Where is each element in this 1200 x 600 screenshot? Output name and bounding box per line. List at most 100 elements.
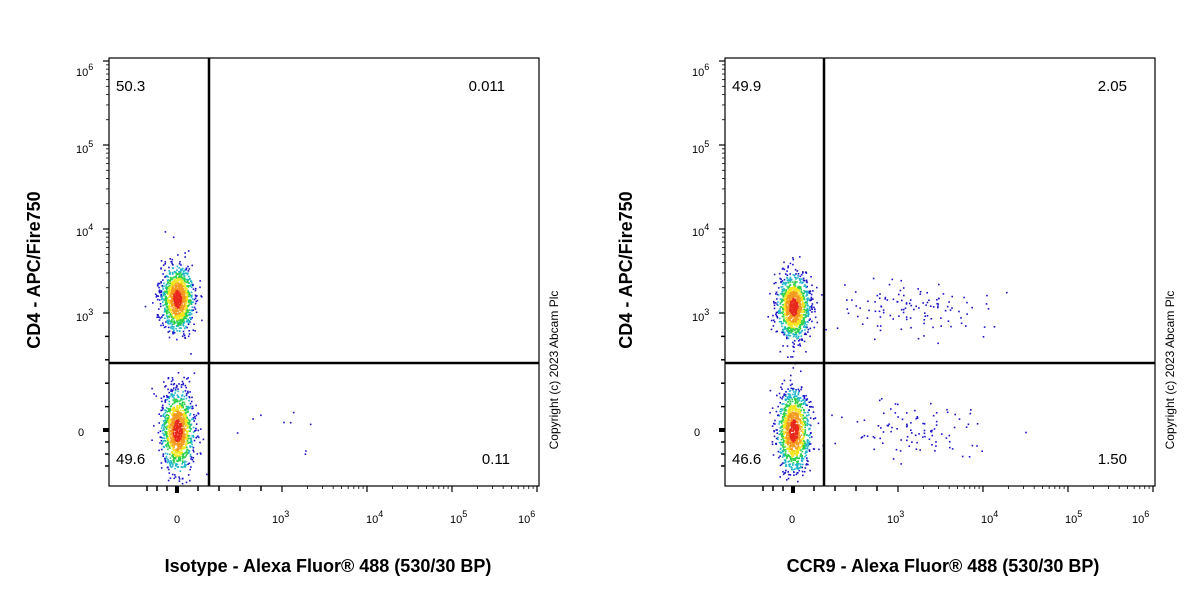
event-dot: [789, 422, 791, 424]
event-dot: [784, 449, 787, 451]
event-dot: [188, 312, 190, 314]
event-dot: [175, 275, 177, 278]
event-dot: [783, 379, 786, 382]
event-dot: [172, 331, 174, 333]
event-dot: [795, 319, 797, 321]
event-dot: [806, 298, 809, 300]
event-dot: [783, 319, 785, 322]
event-dot: [799, 291, 801, 293]
event-dot: [792, 297, 794, 300]
event-dot: [792, 405, 794, 408]
event-dot: [169, 294, 171, 297]
event-dot: [173, 290, 175, 293]
event-dot: [795, 312, 798, 315]
event-dot: [163, 446, 165, 448]
event-dot: [187, 335, 190, 338]
event-dot: [775, 314, 778, 317]
event-dot: [161, 442, 164, 444]
event-dot: [779, 311, 782, 313]
event-dot: [188, 399, 190, 402]
event-dot: [796, 281, 798, 283]
event-dot: [809, 327, 812, 330]
event-dot: [189, 424, 192, 427]
event-dot: [182, 306, 184, 308]
event-dot: [782, 308, 784, 311]
event-dot: [798, 293, 800, 295]
event-dot: [790, 416, 792, 418]
event-dot: [176, 309, 179, 311]
event-dot: [190, 284, 192, 286]
event-dot: [176, 329, 178, 332]
event-dot: [784, 436, 787, 439]
event-dot: [919, 291, 922, 293]
event-dot: [166, 466, 169, 469]
event-dot: [178, 270, 180, 273]
event-dot: [171, 445, 173, 448]
event-dot: [796, 464, 798, 467]
event-dot: [783, 420, 786, 423]
event-dot: [769, 411, 771, 414]
event-dot: [173, 330, 175, 332]
event-dot: [189, 285, 191, 288]
event-dot: [785, 427, 787, 430]
event-dot: [176, 418, 179, 420]
event-dot: [187, 390, 189, 393]
event-dot: [188, 419, 191, 422]
event-dot: [166, 435, 169, 438]
event-dot: [797, 277, 799, 279]
event-dot: [165, 443, 167, 446]
event-dot: [161, 322, 164, 324]
event-dot: [171, 454, 174, 456]
event-dot: [786, 336, 788, 338]
event-dot: [181, 317, 183, 320]
event-dot: [794, 400, 797, 402]
event-dot: [179, 277, 181, 280]
event-dot: [966, 301, 968, 304]
event-dot: [792, 299, 795, 301]
event-dot: [168, 391, 170, 394]
event-dot: [784, 394, 787, 396]
event-dot: [792, 409, 794, 412]
event-dot: [789, 412, 791, 414]
event-dot: [174, 310, 176, 312]
event-dot: [798, 431, 801, 434]
event-dot: [791, 435, 793, 438]
event-dot: [783, 299, 786, 302]
event-dot: [795, 409, 797, 412]
event-dot: [802, 314, 805, 316]
event-dot: [185, 293, 188, 295]
event-dot: [913, 308, 915, 311]
event-dot: [795, 273, 797, 275]
event-dot: [787, 290, 789, 293]
event-dot: [799, 455, 802, 457]
event-dot: [795, 389, 797, 391]
event-dot: [803, 296, 805, 299]
event-dot: [799, 297, 802, 299]
event-dot: [781, 292, 784, 295]
event-dot: [180, 264, 182, 266]
event-dot: [777, 436, 779, 439]
event-dot: [787, 411, 790, 413]
event-dot: [784, 459, 787, 462]
event-dot: [799, 343, 801, 345]
event-dot: [788, 291, 790, 294]
event-dot: [172, 421, 175, 424]
event-dot: [174, 312, 177, 315]
event-dot: [790, 443, 792, 446]
event-dot: [787, 280, 790, 282]
event-dot: [803, 279, 806, 282]
event-dot: [788, 406, 791, 408]
event-dot: [781, 451, 783, 454]
event-dot: [797, 426, 799, 429]
x-ticks-panel-1: [146, 486, 538, 493]
event-dot: [799, 295, 802, 298]
event-dot: [185, 430, 187, 432]
event-dot: [167, 279, 169, 281]
event-dot: [779, 277, 781, 280]
event-dot: [172, 423, 175, 425]
event-dot: [792, 414, 795, 417]
event-dot: [192, 329, 195, 331]
event-dot: [798, 467, 801, 469]
event-dot: [778, 433, 781, 436]
event-dot: [180, 433, 182, 435]
